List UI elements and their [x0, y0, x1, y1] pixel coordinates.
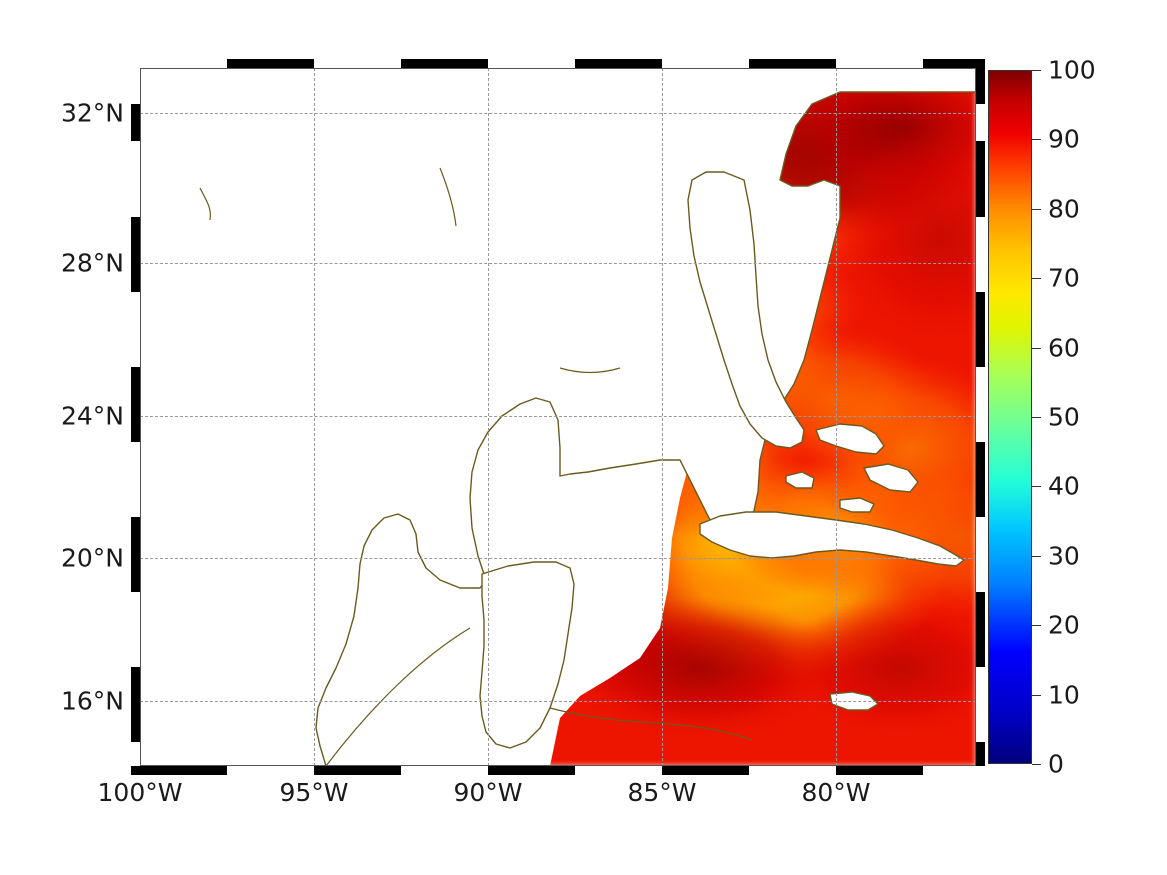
colorbar-label-0: 0 [1048, 749, 1064, 779]
gridline-lon-90w [488, 68, 489, 766]
x-tick-label-100w: 100°W [97, 778, 183, 807]
frame-seg-right [976, 292, 985, 367]
gridline-lon-85w [662, 68, 663, 766]
frame-seg-left [131, 141, 140, 217]
gridline-lat-16n [140, 701, 976, 702]
colorbar-label-40: 40 [1048, 471, 1080, 501]
colorbar-tick-90 [1032, 139, 1041, 140]
frame-seg-top [662, 59, 749, 68]
frame-seg-right [976, 68, 985, 104]
frame-corner-tl [131, 59, 140, 68]
colorbar-label-50: 50 [1048, 402, 1080, 432]
frame-seg-bottom [575, 766, 662, 775]
colorbar-tick-20 [1032, 625, 1041, 626]
colorbar-tick-40 [1032, 486, 1041, 487]
x-tick-label-90w: 90°W [453, 778, 523, 807]
frame-seg-left [131, 442, 140, 517]
frame-seg-bottom [488, 766, 575, 775]
y-tick-label-16n: 16°N [60, 686, 124, 716]
colorbar-tick-100 [1032, 70, 1041, 71]
frame-seg-right [976, 517, 985, 592]
gridline-lon-80w [836, 68, 837, 766]
frame-seg-bottom [662, 766, 749, 775]
colorbar-tick-70 [1032, 278, 1041, 279]
frame-seg-top [140, 59, 227, 68]
frame-seg-right [976, 141, 985, 217]
map-canvas [140, 68, 976, 766]
colorbar-label-90: 90 [1048, 124, 1080, 154]
colorbar-label-20: 20 [1048, 610, 1080, 640]
colorbar-tick-60 [1032, 348, 1041, 349]
colorbar-label-30: 30 [1048, 541, 1080, 571]
colorbar[interactable]: 100 90 80 70 60 50 40 30 20 10 0 [988, 56, 1096, 779]
y-tick-label-24n: 24°N [60, 401, 124, 431]
frame-seg-right [976, 442, 985, 517]
frame-seg-top [749, 59, 836, 68]
coastline-detail-layer [199, 167, 753, 766]
frame-seg-top [923, 59, 985, 68]
colorbar-tick-10 [1032, 695, 1041, 696]
frame-seg-left [131, 104, 140, 141]
gridline-lat-32n [140, 113, 976, 114]
frame-seg-top [488, 59, 575, 68]
gridline-lon-95w [314, 68, 315, 766]
x-tick-label-95w: 95°W [279, 778, 349, 807]
frame-corner-tr [976, 59, 985, 68]
colorbar-label-60: 60 [1048, 333, 1080, 363]
frame-corner-br [976, 766, 985, 775]
gridline-lat-20n [140, 558, 976, 559]
frame-seg-left [131, 517, 140, 592]
colorbar-tick-30 [1032, 556, 1041, 557]
frame-seg-right [976, 217, 985, 292]
frame-seg-left [131, 68, 140, 104]
colorbar-tick-80 [1032, 209, 1041, 210]
frame-seg-top [836, 59, 923, 68]
frame-seg-left [131, 217, 140, 292]
colorbar-gradient [988, 70, 1032, 764]
colorbar-label-70: 70 [1048, 263, 1080, 293]
frame-seg-bottom [140, 766, 227, 775]
frame-seg-right [976, 104, 985, 141]
frame-seg-left [131, 292, 140, 367]
map-axes [140, 68, 976, 766]
frame-seg-bottom [314, 766, 401, 775]
frame-seg-right [976, 667, 985, 742]
frame-seg-top [227, 59, 314, 68]
frame-seg-right [976, 742, 985, 766]
frame-seg-left [131, 742, 140, 766]
y-tick-label-32n: 32°N [60, 98, 124, 128]
frame-seg-left [131, 592, 140, 667]
colorbar-label-100: 100 [1048, 55, 1096, 85]
frame-seg-bottom [227, 766, 314, 775]
colorbar-tick-50 [1032, 417, 1041, 418]
frame-seg-top [575, 59, 662, 68]
y-tick-label-28n: 28°N [60, 248, 124, 278]
x-tick-label-85w: 85°W [627, 778, 697, 807]
gridline-lat-28n [140, 263, 976, 264]
frame-seg-top [401, 59, 488, 68]
gridline-lat-24n [140, 416, 976, 417]
frame-seg-left [131, 667, 140, 742]
frame-seg-left [131, 367, 140, 442]
frame-seg-top [314, 59, 401, 68]
frame-corner-bl [131, 766, 140, 775]
colorbar-label-80: 80 [1048, 194, 1080, 224]
frame-seg-right [976, 367, 985, 442]
gridline-lon-100w [140, 68, 141, 766]
frame-seg-right [976, 592, 985, 667]
frame-seg-bottom [836, 766, 923, 775]
frame-seg-bottom [923, 766, 985, 775]
frame-seg-bottom [401, 766, 488, 775]
colorbar-label-10: 10 [1048, 680, 1080, 710]
frame-seg-bottom [749, 766, 836, 775]
colorbar-tick-0 [1032, 764, 1041, 765]
y-tick-label-20n: 20°N [60, 543, 124, 573]
x-tick-label-80w: 80°W [801, 778, 871, 807]
